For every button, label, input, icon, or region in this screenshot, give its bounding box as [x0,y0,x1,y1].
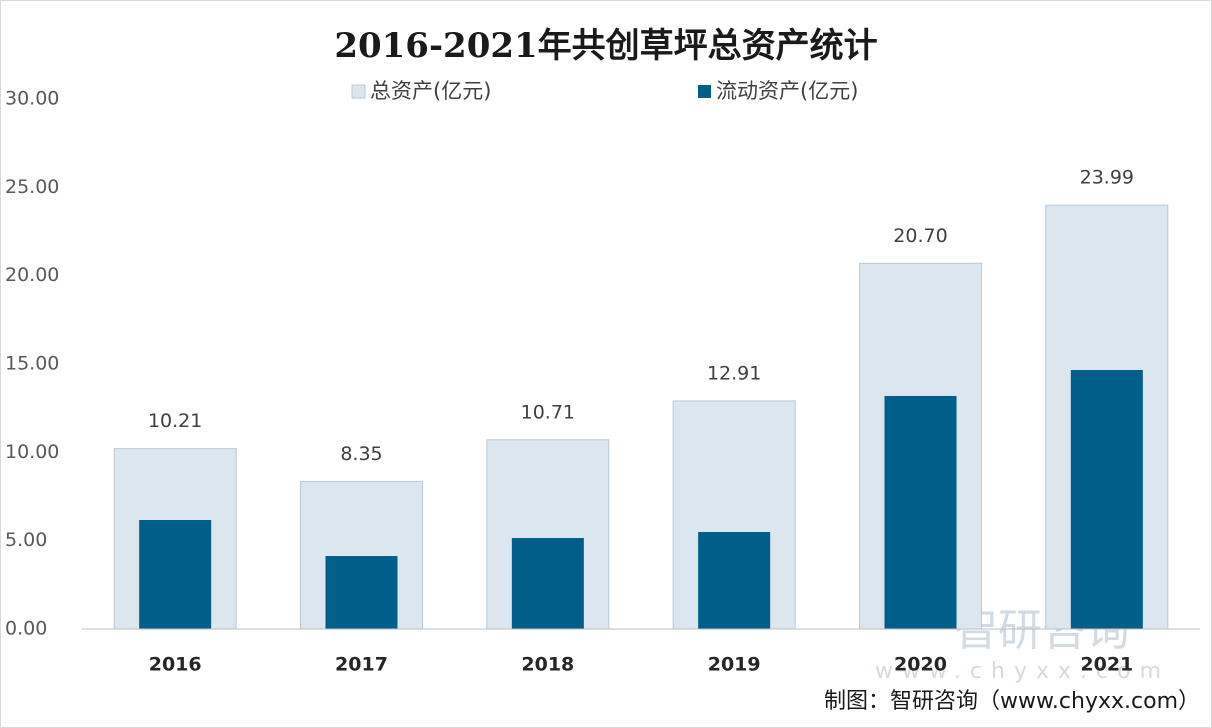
chart-title: 2016-2021年共创草坪总资产统计 [334,26,877,66]
y-tick-label: 5.00 [5,529,47,551]
y-tick-label: 10.00 [5,441,59,463]
bar [884,395,957,629]
y-tick-label: 0.00 [5,618,47,640]
legend: 总资产(亿元) 流动资产(亿元) [351,79,858,103]
x-tick-label: 2020 [894,654,947,676]
bar [511,538,584,629]
bar [325,556,398,629]
x-tick-label: 2017 [335,654,388,676]
value-label: 23.99 [1080,167,1134,189]
watermark-url: www.chyxx.com [875,659,1170,684]
bar [139,519,212,629]
y-tick-label: 30.00 [5,88,59,110]
bar [1070,370,1143,629]
x-tick-label: 2019 [708,654,761,676]
x-tick-label: 2021 [1080,654,1133,676]
bar [698,532,771,629]
value-label: 10.21 [148,410,202,432]
source-note: 制图：智研咨询（www.chyxx.com） [824,689,1200,714]
value-label: 12.91 [707,362,761,384]
x-tick-label: 2018 [521,654,574,676]
legend-swatch [698,85,711,98]
legend-label: 总资产(亿元) [370,79,491,103]
legend-swatch [351,84,366,99]
y-tick-label: 25.00 [5,176,59,198]
value-label: 20.70 [893,225,947,247]
y-tick-label: 20.00 [5,264,59,286]
value-label: 8.35 [340,443,382,465]
value-label: 10.71 [521,401,575,423]
y-tick-label: 15.00 [5,353,59,375]
legend-label: 流动资产(亿元) [716,79,858,103]
x-tick-label: 2016 [149,654,202,676]
